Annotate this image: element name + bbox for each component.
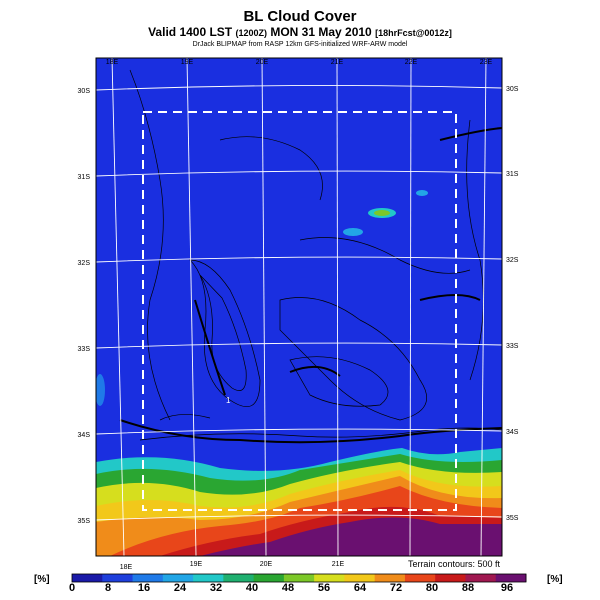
lat-label: 32S [78, 260, 91, 267]
model-credit: DrJack BLIPMAP from RASP 12km GFS-initia… [192, 41, 408, 48]
colorbar-swatch [102, 574, 134, 582]
terrain-contours [129, 69, 502, 441]
colorbar-tick: 56 [318, 582, 330, 594]
colorbar-tick: 16 [138, 582, 150, 594]
domain-boundary [142, 111, 457, 511]
bottom-lon-labels: 18E 19E 20E 21E [120, 561, 345, 571]
colorbar-swatch [435, 574, 466, 582]
colorbar-tick: 80 [426, 582, 438, 594]
lon-label: 18E [106, 59, 119, 66]
lat-label: 34S [506, 429, 519, 436]
lon-label: 22E [405, 59, 418, 66]
lat-label: 35S [78, 518, 91, 525]
lat-label: 30S [506, 86, 519, 93]
colorbar-frame [71, 573, 527, 583]
lon-label: 21E [331, 59, 344, 66]
colorbar-swatch [72, 574, 103, 582]
colorbar-tick: 0 [69, 582, 75, 594]
colorbar-swatch [283, 574, 315, 582]
colorbar-swatch [374, 574, 406, 582]
lon-label: 20E [256, 59, 269, 66]
lat-label: 33S [506, 343, 519, 350]
colorbar-tick: 40 [246, 582, 258, 594]
lat-lon-grid [96, 58, 502, 556]
utc-time: (1200Z) [235, 28, 267, 38]
left-lat-labels: 30S 31S 32S 33S 34S 35S [78, 88, 91, 525]
colorbar-unit-left: [%] [34, 574, 50, 585]
colorbar-tick: 96 [501, 582, 513, 594]
colorbar-swatch [162, 574, 194, 582]
lon-label: 18E [120, 564, 133, 571]
colorbar-tick: 64 [354, 582, 367, 594]
cloud-patch-core [374, 210, 390, 216]
colorbar-swatch [314, 574, 345, 582]
point-label: 1 [226, 396, 231, 405]
colorbar-swatch [465, 574, 497, 582]
lat-label: 35S [506, 515, 519, 522]
colorbar-tick: 72 [390, 582, 402, 594]
map-frame [95, 57, 503, 557]
lat-label: 32S [506, 257, 519, 264]
right-lat-labels: 30S 31S 32S 33S 34S 35S [506, 86, 519, 522]
map-field [96, 58, 502, 556]
colorbar-tick: 8 [105, 582, 111, 594]
chart-subtitle: Valid 1400 LST (1200Z) MON 31 May 2010 [… [0, 25, 600, 39]
colorbar-swatch [223, 574, 255, 582]
cloud-patch [416, 190, 428, 196]
cloud-patch [96, 374, 105, 406]
colorbar-swatch [253, 574, 285, 582]
cloud-patch [343, 228, 363, 236]
colorbar-swatch [495, 574, 527, 582]
valid-date: MON 31 May 2010 [270, 25, 372, 39]
top-lon-labels: 18E 19E 20E 21E 22E 23E [106, 59, 493, 66]
colorbar-tick: 32 [210, 582, 222, 594]
colorbar-tick: 48 [282, 582, 294, 594]
cloud-band-98 [200, 517, 502, 556]
colorbar-tick: 24 [174, 582, 187, 594]
chart-title: BL Cloud Cover [243, 8, 357, 25]
lon-label: 23E [480, 59, 493, 66]
terrain-note: Terrain contours: 500 ft [408, 559, 501, 569]
colorbar [71, 573, 527, 583]
lat-label: 30S [78, 88, 91, 95]
lat-label: 31S [78, 174, 91, 181]
colorbar-swatch [132, 574, 164, 582]
lon-label: 19E [190, 561, 203, 568]
lon-label: 21E [332, 561, 345, 568]
colorbar-swatch [404, 574, 436, 582]
lon-label: 19E [181, 59, 194, 66]
lon-label: 20E [260, 561, 273, 568]
forecast-run: [18hrFcst@0012z] [375, 28, 452, 38]
colorbar-unit-right: [%] [547, 574, 563, 585]
lat-label: 34S [78, 432, 91, 439]
colorbar-swatch [193, 574, 224, 582]
colorbar-swatch [344, 574, 376, 582]
colorbar-ticks: 0 8 16 24 32 40 48 56 64 72 80 88 96 [69, 582, 513, 594]
lat-label: 31S [506, 171, 519, 178]
lat-label: 33S [78, 346, 91, 353]
colorbar-tick: 88 [462, 582, 474, 594]
valid-time: Valid 1400 LST [148, 25, 233, 39]
